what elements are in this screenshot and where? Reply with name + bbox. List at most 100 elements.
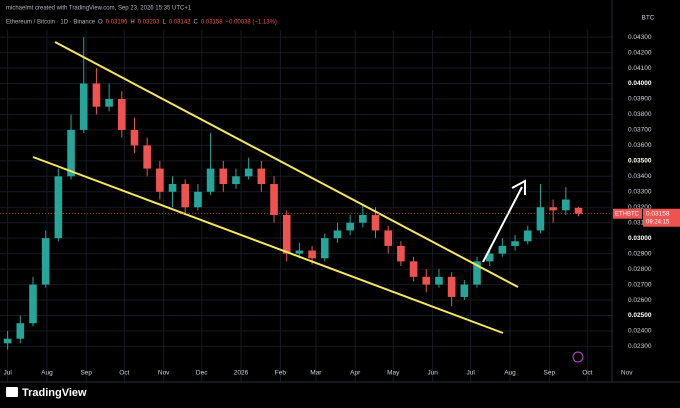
candle-body	[447, 276, 456, 297]
x-tick-label: Nov	[158, 370, 170, 377]
candle-body	[371, 214, 380, 231]
y-tick-label: 0.02900	[628, 250, 652, 257]
y-tick-label: 0.03900	[628, 96, 652, 103]
attribution: michaelmt created with TradingView.com, …	[6, 6, 192, 12]
y-tick-label: 0.03000	[628, 235, 652, 242]
y-tick-label: 0.04300	[628, 34, 652, 41]
x-tick-label: Feb	[275, 370, 287, 377]
y-tick-label: 0.03300	[628, 188, 652, 195]
x-tick-label: Mar	[310, 370, 322, 377]
candle-body	[105, 98, 113, 107]
change: −0.00038 (−1.13%)	[226, 20, 277, 26]
y-tick-label: 0.03500	[628, 158, 652, 165]
ohlc-key: L	[162, 20, 166, 26]
candle-body	[29, 284, 37, 324]
candle-body	[244, 168, 253, 177]
y-tick-label: 0.03400	[628, 173, 652, 180]
x-tick-label: Oct	[119, 370, 129, 377]
instrument: Ethereum / Bitcoin · 1D · Binance	[6, 20, 96, 26]
last-price: 0.03158	[646, 210, 670, 217]
y-tick-label: 0.03100	[628, 219, 652, 226]
candle-body	[346, 222, 354, 231]
candle-body	[143, 145, 151, 169]
symbol-tag	[613, 208, 642, 219]
x-tick-label: Oct	[582, 370, 592, 377]
candle-body	[3, 338, 12, 344]
ohlc-value: 0.03196	[106, 20, 128, 26]
candle-body	[270, 184, 278, 215]
instrument-line: Ethereum / Bitcoin · 1D · Binance O 0.0319…	[6, 20, 277, 26]
candle-body	[156, 168, 164, 192]
brand: TradingView	[22, 387, 87, 399]
x-tick-label: 2026	[234, 370, 249, 377]
y-tick-label: 0.03800	[628, 111, 652, 118]
x-tick-label: Sep	[80, 370, 92, 377]
x-tick-label: Aug	[504, 370, 516, 377]
x-tick-label: May	[387, 370, 400, 377]
candle-body	[79, 83, 88, 130]
brand-logo	[6, 387, 18, 397]
candle-body	[92, 83, 101, 107]
candle-body	[397, 245, 405, 262]
candle-body	[320, 238, 329, 259]
y-tick-label: 0.04100	[628, 65, 652, 72]
candle-body	[359, 214, 367, 223]
y-tick-label: 0.04200	[628, 49, 652, 56]
candle-body	[117, 98, 126, 130]
candle-body	[498, 245, 507, 254]
candle-body	[219, 168, 228, 185]
y-tick-label: 0.03700	[628, 127, 652, 134]
ohlc-value: 0.03158	[201, 20, 223, 26]
candle-body	[257, 168, 266, 185]
x-tick-label: Jun	[427, 370, 438, 377]
x-tick-label: Jul	[467, 370, 476, 377]
countdown: 09:24:15	[646, 219, 670, 225]
candle-body	[536, 207, 545, 231]
candle-body	[562, 199, 570, 211]
y-tick-label: 0.02600	[628, 297, 652, 304]
event-icon	[572, 351, 584, 363]
candle-body	[54, 176, 63, 239]
y-tick-label: 0.02700	[628, 281, 652, 288]
candle-body	[181, 184, 190, 208]
candle-body	[333, 230, 342, 239]
candle-body	[549, 207, 557, 211]
symbol: ETHBTC	[615, 211, 640, 217]
arrow-head	[511, 179, 526, 195]
y-tick-label: 0.03200	[628, 204, 652, 211]
upper-trendline	[54, 41, 519, 288]
candle-body	[282, 214, 291, 254]
y-tick-label: 0.04000	[628, 80, 652, 87]
candle-body	[485, 253, 494, 262]
x-tick-label: Dec	[196, 370, 208, 377]
candle-body	[16, 323, 25, 339]
y-tick-label: 0.02400	[628, 328, 652, 335]
candle-body	[409, 261, 418, 277]
y-tick-label: 0.02500	[628, 312, 652, 319]
x-tick-label: Sep	[544, 370, 556, 377]
y-tick-label: 0.03600	[628, 142, 652, 149]
candle-body	[194, 191, 202, 208]
candle-body	[168, 184, 177, 192]
ohlc-key: O	[98, 20, 103, 26]
candle-body	[232, 176, 240, 185]
lower-trendline	[32, 156, 504, 334]
candle-body	[511, 241, 519, 246]
ohlc-value: 0.03203	[138, 20, 160, 26]
candle-body	[523, 230, 532, 242]
arrow-shaft	[482, 186, 523, 263]
candle-body	[130, 129, 139, 146]
candle-body	[206, 168, 215, 192]
candle-body	[473, 261, 481, 285]
candle-body	[435, 276, 443, 285]
x-tick-label: Nov	[621, 370, 633, 377]
candle-body	[460, 284, 469, 297]
x-tick-label: Jul	[3, 370, 12, 377]
x-tick-label: Apr	[350, 370, 361, 377]
ohlc-key: H	[130, 20, 134, 26]
candle-body	[295, 250, 304, 254]
x-tick-label: Aug	[41, 370, 53, 377]
price-tag	[643, 208, 680, 227]
currency: BTC	[642, 15, 655, 22]
